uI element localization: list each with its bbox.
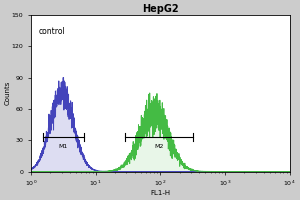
Title: HepG2: HepG2 (142, 4, 178, 14)
Text: M2: M2 (154, 144, 163, 149)
Text: M1: M1 (58, 144, 68, 149)
Y-axis label: Counts: Counts (4, 81, 10, 105)
Text: control: control (38, 27, 65, 36)
X-axis label: FL1-H: FL1-H (150, 190, 170, 196)
